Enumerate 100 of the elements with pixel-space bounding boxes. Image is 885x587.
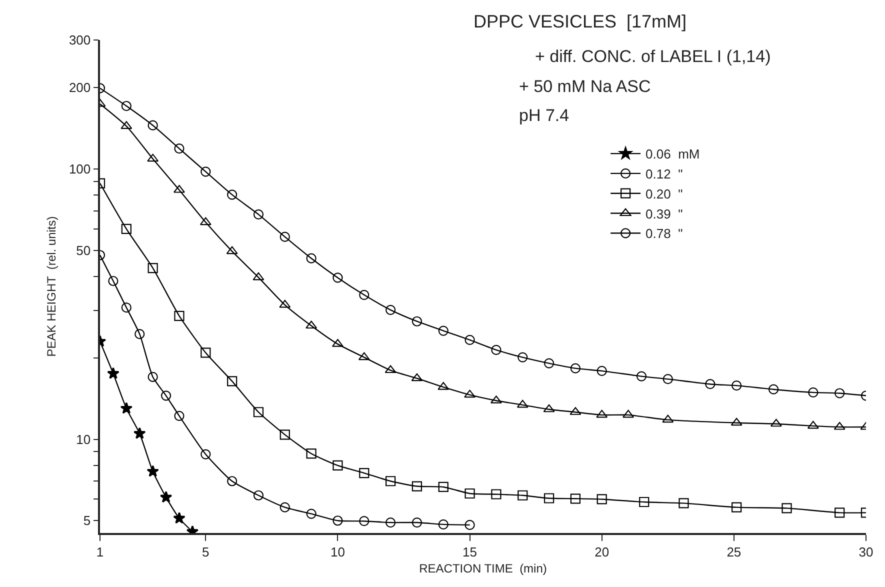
point [491,489,502,500]
point [662,414,674,423]
point [173,184,185,193]
point [491,344,502,355]
point [596,410,608,418]
y-tick-label: 200 [68,80,91,96]
point [173,512,186,524]
legend-label: 0.39 " [646,206,684,222]
point [412,517,422,528]
point [678,498,689,508]
point [732,502,742,512]
annotation: + diff. CONC. of LABEL I (1,14) [535,47,771,66]
legend-label: 0.78 " [646,226,684,242]
point [438,326,448,336]
point [148,120,158,130]
x-tick-label: 25 [726,544,742,560]
y-tick-label: 300 [68,32,91,48]
chart-title: DPPC VESICLES [17mM] [473,11,687,32]
point [834,422,846,430]
point [146,465,159,477]
point [596,366,607,376]
point [544,358,554,368]
x-tick-label: 30 [858,544,874,560]
point [121,224,132,234]
y-tick-label: 50 [76,242,91,258]
point [358,352,370,360]
x-tick-label: 1 [96,544,104,560]
point [412,481,422,492]
point [226,246,238,254]
x-tick-label: 20 [594,544,610,560]
point [253,407,264,418]
point [252,272,264,280]
point [200,348,211,358]
point [438,482,448,492]
point [808,387,818,398]
point [306,320,318,329]
point [160,490,172,503]
point [518,352,528,362]
legend-label: 0.20 " [646,186,684,202]
point [200,449,211,460]
point [622,410,634,418]
point [279,300,291,308]
point [174,410,184,421]
x-axis-title: REACTION TIME (min) [419,562,547,576]
y-tick-label: 10 [76,432,91,447]
point [770,418,782,427]
point [160,390,172,401]
point [570,363,580,374]
point [332,460,343,471]
point [834,388,845,398]
point [280,430,290,440]
point [834,508,845,518]
point [732,380,742,391]
point [464,520,475,530]
point [280,502,290,512]
point [359,468,370,478]
point [108,276,118,286]
point [412,316,422,326]
point [121,100,132,112]
legend-label: 0.06 mM [646,146,700,162]
point [148,372,158,382]
point [386,476,396,486]
point [332,516,343,526]
x-tick-label: 15 [462,544,478,560]
point [332,272,343,283]
legend-label: 0.12 " [646,166,684,182]
point [174,143,184,154]
point [227,376,238,386]
point [807,420,819,429]
point [544,493,554,504]
point [464,488,475,499]
point [227,476,238,486]
point [306,448,316,459]
point [148,262,158,274]
point [705,379,716,390]
point [107,367,120,379]
point [134,329,145,340]
x-tick-label: 5 [202,544,210,560]
point [386,517,396,528]
point [359,290,370,300]
annotation: + 50 mM Na ASC [519,77,651,96]
point [464,334,475,346]
y-axis-title: PEAK HEIGHT (rel. units) [44,216,59,357]
point [200,166,211,177]
point [120,402,133,414]
point [570,494,580,504]
point [411,373,423,382]
point [280,232,290,242]
y-tick-label: 100 [68,162,91,177]
point [516,400,528,408]
point [253,209,264,220]
point [306,253,316,264]
point [782,503,792,514]
point [730,418,742,426]
annotation: pH 7.4 [519,106,570,125]
point [147,154,159,162]
point [464,390,476,398]
point [639,496,650,508]
point [386,304,396,315]
point [543,404,555,412]
